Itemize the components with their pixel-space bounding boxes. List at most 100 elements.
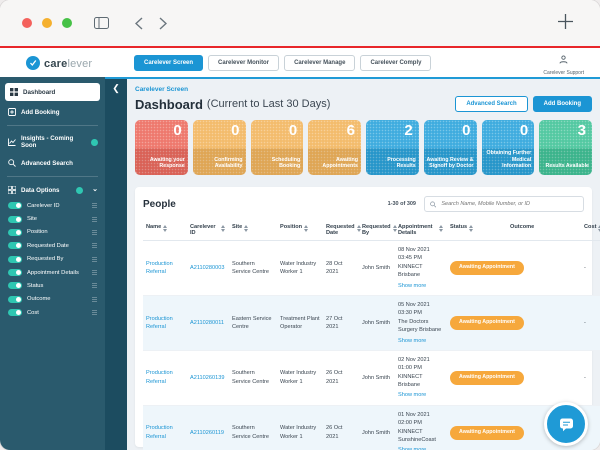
col-header-carelever-id[interactable]: Carelever ID	[187, 220, 229, 241]
carelever-id-link[interactable]: A2110260139	[190, 374, 225, 381]
support-menu[interactable]: Carelever Support	[543, 51, 584, 76]
collapse-sidebar-icon[interactable]: ❮	[112, 83, 120, 93]
toggle-label: Carelever ID	[27, 202, 60, 209]
zoom-window-button[interactable]	[62, 18, 72, 28]
toggle-row-requested-date[interactable]: Requested Date	[0, 239, 105, 252]
col-header-cost[interactable]: Cost	[581, 220, 600, 241]
name-link[interactable]: Production Referral	[146, 315, 173, 330]
show-more-link[interactable]: Show more	[398, 446, 444, 450]
toggle-row-appointment-details[interactable]: Appointment Details	[0, 266, 105, 279]
drag-handle-icon[interactable]	[92, 298, 97, 300]
toggle-row-requested-by[interactable]: Requested By	[0, 253, 105, 266]
name-link[interactable]: Production Referral	[146, 370, 173, 385]
toggle-row-position[interactable]: Position	[0, 226, 105, 239]
chat-widget-button[interactable]	[544, 402, 588, 446]
drag-handle-icon[interactable]	[92, 272, 97, 274]
show-more-link[interactable]: Show more	[398, 392, 427, 399]
position-cell: Treatment Plant Operator	[277, 295, 323, 351]
col-header-site[interactable]: Site	[229, 220, 277, 241]
people-search[interactable]	[424, 196, 584, 212]
table-row: Production Referral A2110260119 Southern…	[143, 405, 600, 450]
stat-value: 0	[519, 122, 529, 139]
sidebar-item-add-booking[interactable]: Add Booking	[0, 103, 105, 121]
data-grid-icon	[7, 186, 16, 194]
toggle-switch[interactable]	[8, 228, 22, 236]
drag-handle-icon[interactable]	[92, 258, 97, 260]
stat-card-confirming-availability[interactable]: 0 Confirming Availability	[192, 120, 246, 175]
name-link[interactable]: Production Referral	[146, 425, 173, 440]
carelever-id-link[interactable]: A2110280011	[190, 319, 225, 326]
toggle-row-carelever-id[interactable]: Carelever ID	[0, 199, 105, 212]
col-header-appointment-details[interactable]: Appointment Details	[395, 220, 447, 241]
sidebar-item-insights[interactable]: Insights - Coming Soon	[0, 130, 105, 154]
toggle-switch[interactable]	[8, 215, 22, 223]
drag-handle-icon[interactable]	[92, 231, 97, 233]
carelever-id-link[interactable]: A2110260119	[190, 429, 225, 436]
col-header-requested-by[interactable]: Requested By	[359, 220, 397, 241]
sort-icon	[304, 225, 309, 232]
chevron-down-icon: ⌄	[92, 186, 98, 193]
people-heading: People	[143, 198, 176, 210]
stat-value: 6	[346, 122, 355, 139]
nav-carelever-comply[interactable]: Carelever Comply	[360, 54, 432, 71]
search-input[interactable]	[439, 200, 578, 208]
sidebar-item-label: Add Booking	[21, 108, 60, 116]
stat-value: 0	[288, 122, 298, 139]
toggle-row-outcome[interactable]: Outcome	[0, 293, 105, 306]
brand-lever: lever	[67, 57, 93, 70]
red-divider	[0, 46, 600, 48]
minimize-window-button[interactable]	[42, 18, 52, 28]
col-header-requested-date[interactable]: Requested Date	[323, 220, 361, 241]
stat-card-awaiting-response[interactable]: 0 Awaiting your Response	[135, 120, 188, 175]
stat-card-scheduling-booking[interactable]: 0 Scheduling Booking	[250, 120, 304, 175]
stat-card-awaiting-review[interactable]: 0 Awaiting Review & Signoff by Doctor	[423, 120, 477, 175]
stat-card-processing-results[interactable]: 2 Processing Results	[366, 120, 419, 175]
toggle-switch[interactable]	[8, 295, 22, 303]
sort-icon	[469, 225, 474, 232]
add-booking-button[interactable]: Add Booking	[532, 96, 592, 112]
sidebar-item-dashboard[interactable]: Dashboard	[5, 83, 100, 101]
carelever-logo[interactable]: carelever	[26, 54, 92, 72]
name-link[interactable]: Production Referral	[146, 260, 173, 275]
breadcrumb[interactable]: Carelever Screen	[135, 86, 189, 93]
nav-carelever-manage[interactable]: Carelever Manage	[284, 54, 356, 71]
toggle-row-status[interactable]: Status	[0, 279, 105, 292]
close-window-button[interactable]	[22, 18, 32, 28]
stat-card-awaiting-appointments[interactable]: 6 Awaiting Appointments	[308, 120, 361, 175]
toggle-switch[interactable]	[8, 309, 22, 317]
col-header-position[interactable]: Position	[277, 220, 323, 241]
drag-handle-icon[interactable]	[92, 205, 97, 207]
plus-square-icon	[7, 108, 16, 116]
nav-carelever-monitor[interactable]: Carelever Monitor	[208, 54, 280, 71]
stat-card-obtaining-further-info[interactable]: 0 Obtaining Further Medical Information	[481, 120, 535, 175]
drag-handle-icon[interactable]	[92, 245, 97, 247]
stat-card-results-available[interactable]: 3 Results Available	[539, 120, 592, 175]
col-header-outcome[interactable]: Outcome	[507, 220, 581, 241]
toggle-switch[interactable]	[8, 242, 22, 250]
toggle-row-cost[interactable]: Cost	[0, 306, 105, 319]
show-more-link[interactable]: Show more	[398, 282, 427, 289]
sidebar-item-data-options[interactable]: Data Options ⌄	[0, 181, 105, 199]
sidebar-item-advanced-search[interactable]: Advanced Search	[0, 154, 105, 172]
advanced-search-button[interactable]: Advanced Search	[455, 96, 528, 112]
toggle-switch[interactable]	[8, 202, 22, 210]
sidebar-toggle-icon[interactable]	[94, 17, 109, 29]
carelever-id-link[interactable]: A2110280003	[190, 264, 225, 271]
drag-handle-icon[interactable]	[92, 312, 97, 314]
col-header-name[interactable]: Name	[143, 220, 187, 241]
col-header-status[interactable]: Status	[447, 220, 507, 241]
toggle-row-site[interactable]: Site	[0, 212, 105, 225]
toggle-switch[interactable]	[8, 255, 22, 263]
forward-button[interactable]	[159, 16, 167, 30]
page-subtitle: (Current to Last 30 Days)	[206, 98, 331, 110]
requested-by-cell: John Smith	[359, 295, 395, 351]
toggle-switch[interactable]	[8, 269, 22, 277]
back-button[interactable]	[135, 16, 143, 30]
dashboard-grid-icon	[9, 88, 18, 96]
new-tab-button[interactable]	[557, 13, 574, 30]
drag-handle-icon[interactable]	[92, 285, 97, 287]
show-more-link[interactable]: Show more	[398, 337, 427, 344]
toggle-switch[interactable]	[8, 282, 22, 290]
drag-handle-icon[interactable]	[92, 218, 97, 220]
nav-carelever-screen[interactable]: Carelever Screen	[134, 54, 204, 71]
